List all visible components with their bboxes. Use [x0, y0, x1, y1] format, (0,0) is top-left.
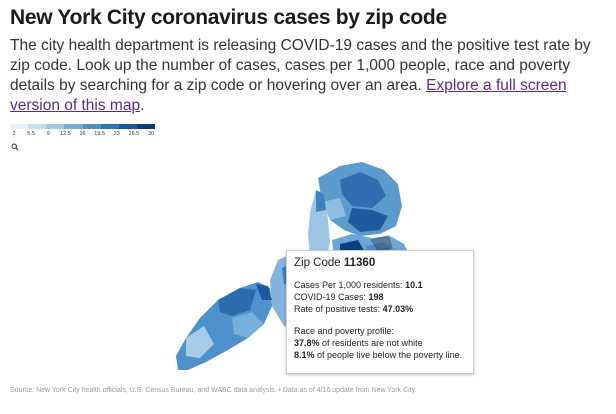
highlighted-zip[interactable] — [370, 235, 393, 251]
borough-region[interactable] — [186, 326, 214, 358]
tooltip-profile: 37.8% of residents are not white 8.1% of … — [294, 337, 473, 361]
legend-tick-label: 2 — [12, 131, 16, 137]
legend-swatch — [100, 124, 119, 129]
title: New York City coronavirus cases by zip c… — [10, 6, 447, 29]
borough-region[interactable] — [218, 288, 256, 316]
description: The city health department is releasing … — [10, 36, 600, 116]
profile-row: 37.8% of residents are not white — [294, 337, 473, 349]
description-text: The city health department is releasing … — [10, 37, 591, 94]
row-label: Cases Per 1,000 residents: — [294, 280, 403, 290]
profile-row: 8.1% of people live below the poverty li… — [294, 349, 473, 361]
source-note: Source: New York City health officials, … — [10, 387, 417, 394]
legend-tick-label: 26.5 — [128, 131, 140, 137]
row-value: 47.03% — [382, 304, 414, 314]
profile-text: of residents are not white — [322, 338, 423, 348]
row-label: Rate of positive tests: — [294, 304, 381, 314]
legend-tick-label: 16 — [79, 131, 86, 137]
borough-region[interactable] — [232, 312, 264, 338]
full-screen-link[interactable]: Explore a full screen version of this ma… — [10, 77, 567, 114]
legend-swatch — [64, 124, 83, 129]
tooltip: Zip Code 11360 Cases Per 1,000 residents… — [286, 250, 474, 374]
legend-swatch — [136, 124, 155, 129]
legend-tick-label: 12.5 — [60, 131, 71, 137]
legend-bar — [10, 124, 155, 129]
borough-region[interactable] — [348, 208, 388, 232]
profile-title: Race and poverty profile: — [294, 326, 395, 336]
row-value: 10.1 — [405, 280, 423, 290]
legend-tick-label: 23 — [113, 131, 120, 137]
row-label: COVID-19 Cases: — [294, 292, 367, 302]
legend-ticks: 2 5.5 9 12.5 16 19.5 23 26.5 30 — [10, 129, 155, 139]
legend-swatch — [46, 124, 65, 129]
borough-region[interactable] — [256, 284, 272, 300]
legend-swatch — [28, 124, 47, 129]
profile-value: 8.1% — [294, 350, 315, 360]
legend-swatch — [10, 124, 29, 129]
tooltip-row: Rate of positive tests: 47.03% — [294, 303, 473, 315]
borough-region[interactable] — [340, 172, 386, 208]
profile-text: of people live below the poverty line. — [317, 350, 463, 360]
zip-label: Zip Code — [294, 257, 341, 269]
row-value: 198 — [368, 292, 384, 302]
tooltip-zip: Zip Code 11360 — [294, 257, 473, 269]
tooltip-rows: Cases Per 1,000 residents: 10.1 COVID-19 … — [294, 279, 473, 315]
description-suffix: . — [140, 97, 145, 114]
legend-swatch — [82, 124, 101, 129]
tooltip-row: COVID-19 Cases: 198 — [294, 291, 473, 303]
legend-swatch — [118, 124, 137, 129]
legend: 2 5.5 9 12.5 16 19.5 23 26.5 30 — [10, 124, 155, 139]
borough-region[interactable] — [322, 198, 346, 220]
legend-tick-label: 30 — [147, 131, 155, 137]
search-icon[interactable] — [11, 143, 19, 151]
legend-tick-label: 5.5 — [27, 131, 35, 137]
tooltip-row: Cases Per 1,000 residents: 10.1 — [294, 279, 473, 291]
legend-tick-label: 19.5 — [94, 131, 105, 137]
profile-value: 37.8% — [294, 338, 320, 348]
zip-value: 11360 — [343, 257, 376, 269]
legend-tick-label: 9 — [46, 131, 50, 137]
borough-region[interactable] — [316, 190, 326, 212]
